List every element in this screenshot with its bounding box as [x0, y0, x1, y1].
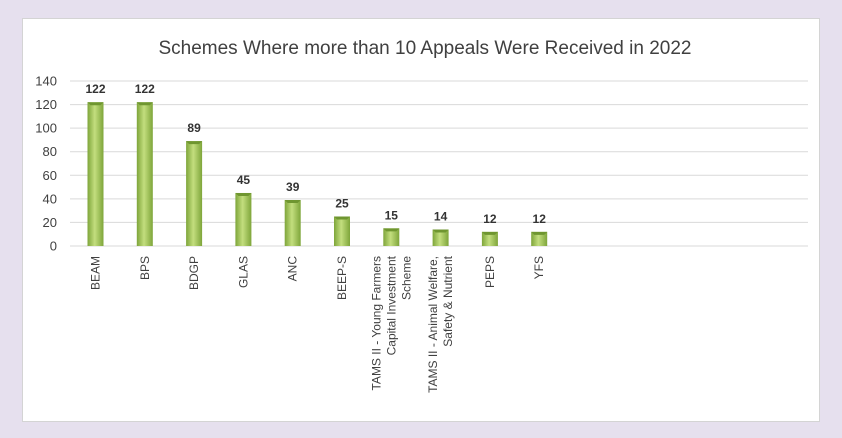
- bar: [284, 200, 301, 246]
- bar-top-bevel: [531, 231, 548, 235]
- bar: [186, 141, 203, 246]
- bars: [87, 102, 548, 246]
- x-tick-label: BEEP-S: [335, 256, 349, 300]
- y-tick-label: 120: [35, 97, 57, 112]
- bar: [383, 228, 400, 246]
- bar: [334, 216, 350, 246]
- bar-top-bevel: [235, 192, 252, 196]
- y-tick-label: 80: [43, 144, 57, 159]
- y-tick-label: 40: [43, 191, 57, 206]
- x-tick-label: BDGP: [187, 256, 201, 290]
- data-label: 25: [335, 197, 349, 211]
- x-tick-label: GLAS: [236, 256, 250, 288]
- data-labels: 122 122 89 45 39 25 15 14 12 12: [85, 82, 546, 226]
- data-label: 89: [187, 121, 201, 135]
- bar-top-bevel: [432, 229, 449, 233]
- data-label: 12: [533, 212, 547, 226]
- bar-top-bevel: [481, 231, 498, 235]
- bar-top-bevel: [334, 216, 350, 220]
- x-tick-label: ANC: [286, 256, 300, 282]
- bar: [432, 229, 449, 246]
- bar-top-bevel: [87, 102, 104, 106]
- bar-top-bevel: [186, 141, 203, 145]
- x-axis: BEAM BPS BDGP GLAS ANC BEEP-S TAMS II - Young …: [89, 255, 547, 393]
- data-label: 14: [434, 210, 448, 224]
- data-label: 39: [286, 180, 300, 194]
- bar-chart: Schemes Where more than 10 Appeals Were …: [35, 38, 808, 393]
- bar: [235, 192, 252, 246]
- bar-top-bevel: [284, 200, 301, 204]
- data-label: 45: [237, 173, 251, 187]
- bar: [531, 231, 548, 246]
- bar-top-bevel: [383, 228, 400, 232]
- x-tick-label: YFS: [532, 256, 546, 279]
- x-tick-label: Scheme: [399, 256, 413, 300]
- x-tick-label: TAMS II - Animal Welfare,: [426, 256, 440, 393]
- bar: [481, 231, 498, 246]
- y-tick-label: 0: [50, 239, 57, 254]
- y-axis: 0 20 40 60 80 100 120 140: [35, 74, 57, 254]
- bar: [136, 102, 153, 246]
- x-tick-label: BPS: [138, 256, 152, 280]
- chart-title: Schemes Where more than 10 Appeals Were …: [158, 38, 691, 59]
- x-tick-label: TAMS II - Young Farmers: [369, 256, 383, 391]
- chart-frame: Schemes Where more than 10 Appeals Were …: [22, 18, 820, 422]
- bar-top-bevel: [136, 102, 153, 106]
- data-label: 12: [483, 212, 497, 226]
- y-tick-label: 100: [35, 121, 57, 136]
- data-label: 122: [85, 82, 105, 96]
- x-tick-label: BEAM: [89, 256, 103, 290]
- data-label: 15: [385, 208, 399, 222]
- x-tick-label: PEPS: [483, 256, 497, 288]
- x-tick-label: Capital Investment: [384, 255, 398, 355]
- y-tick-label: 60: [43, 168, 57, 183]
- y-tick-label: 140: [35, 74, 57, 89]
- x-tick-label: Safety & Nutrient: [441, 255, 455, 346]
- y-tick-label: 20: [43, 215, 57, 230]
- bar: [87, 102, 104, 246]
- data-label: 122: [135, 82, 155, 96]
